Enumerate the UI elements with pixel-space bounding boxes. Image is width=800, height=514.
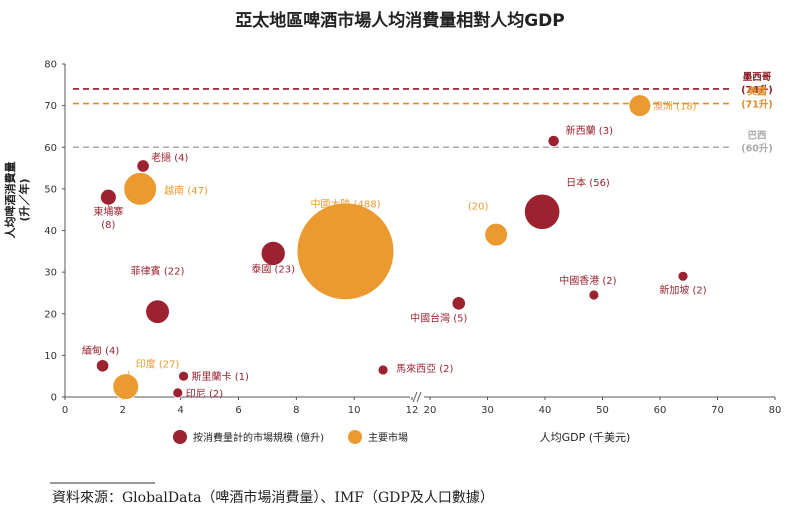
bubble [145,299,170,324]
bubble [136,159,150,173]
bubble [484,222,508,247]
x-tick-label: 20 [424,405,437,416]
bubbles [95,94,689,400]
y-tick-label: 70 [44,101,57,112]
bubble-label: 柬埔寨 [93,205,123,218]
bubble-label: 日本 (56) [566,176,610,189]
bubble-label: 澳洲 (18) [653,100,697,113]
bubble-label: 新西蘭 (3) [566,124,613,137]
y-tick-label: 0 [51,393,57,404]
bubble [260,240,286,266]
source-footer: 資料來源：GlobalData（啤酒市場消費量）、IMF（GDP及人口數據） [50,482,494,506]
x-tick-label: 10 [348,405,361,416]
bubble-label: 中國台灣 (5) [410,311,467,324]
bubble [178,370,189,382]
reference-line-value: (74升) [741,84,772,96]
bubble-label: 中國香港 (2) [559,274,616,287]
x-axis-title: 人均GDP (千美元) [540,431,631,444]
reference-line-name: 墨西哥 [743,72,772,83]
bubble [588,289,600,301]
y-axis-title: 人均啤酒消費量 [3,162,17,239]
axis-break-mark [412,391,418,403]
bubble [100,188,117,206]
x-tick-label: 60 [654,405,667,416]
bubble [377,364,389,376]
bubble-label: 老撾 (4) [151,151,188,164]
tick-labels: 0 10 20 30 40 50 60 70 80 0 2 4 6 8 10 12 20 30 40 50 60 70 80 [44,60,781,417]
source-note: 資料來源：GlobalData（啤酒市場消費量）、IMF（GDP及人口數據） [52,489,494,506]
bubble-label: 馬來西亞 (2) [396,363,453,375]
x-tick-label: 4 [177,405,183,416]
y-tick-label: 10 [44,351,57,362]
x-tick-label: 70 [711,405,724,416]
reference-line-name: 美國 [746,86,766,98]
axes [62,63,776,403]
x-tick-label: 40 [539,405,552,416]
bubble-label: 中國大陸 (488) [310,197,380,210]
bubble-label: 新加坡 (2) [659,283,706,296]
bubble-label: 越南 (47) [164,184,208,197]
bubble [628,94,652,117]
x-tick-label: 30 [481,405,494,416]
bubble [95,359,110,373]
bubble-label: 印度 (27) [136,358,180,371]
y-tick-label: 50 [44,184,57,195]
reference-line-value: (71升) [741,99,772,111]
x-tick-label: 6 [235,405,241,416]
x-tick-label: 2 [120,405,126,416]
legend-label: 主要市場 [368,431,408,444]
bubble-label: 菲律賓 (22) [131,265,185,278]
axis-break-mark [416,391,422,403]
reference-lines: 墨西哥(74升)美國(71升) 巴西(60升) [73,72,773,154]
bubble [451,296,466,311]
bubble [296,202,395,301]
x-tick-label: 12 [406,405,419,416]
bubble [123,172,157,206]
bubble-label: 斯里蘭卡 (1) [192,370,249,383]
bubble-labels: 老撾 (4) 柬埔寨 (8) 越南 (47) 泰國 (23) 中國大陸 (488) 菲律賓 … [82,100,707,400]
reference-line-name: 巴西 [747,130,767,141]
legend-marker [173,430,187,444]
y-tick-label: 40 [44,226,57,237]
bubble-label: 泰國 (23) [251,262,295,275]
y-axis-title: 人均啤酒消費量 (升／年) [3,162,31,239]
x-tick-label: 0 [62,405,68,416]
y-tick-label: 20 [44,309,57,320]
legend: 按消費量計的市場規模 (億升) 主要市場 人均GDP (千美元) [173,430,630,444]
y-tick-label: 60 [44,143,57,154]
legend-marker [348,430,362,444]
bubble-label: 印尼 (2) [186,388,223,400]
bubble-label: (8) [101,220,115,231]
bubble [172,387,184,399]
bubble-label: (20) [468,202,489,213]
y-tick-label: 30 [44,268,57,279]
legend-label: 按消費量計的市場規模 (億升) [193,431,324,444]
bubble [677,270,689,282]
x-tick-label: 50 [596,405,609,416]
x-tick-label: 80 [769,405,782,416]
chart-title: 亞太地區啤酒市場人均消費量相對人均GDP [235,10,565,31]
reference-line-value: (60升) [741,142,772,154]
y-axis-unit: (升／年) [17,178,31,221]
bubble [524,193,561,230]
y-tick-label: 80 [44,60,57,71]
bubble [112,373,140,400]
bubble [547,134,560,148]
x-tick-label: 8 [293,405,299,416]
bubble-label: 緬甸 (4) [82,344,119,357]
